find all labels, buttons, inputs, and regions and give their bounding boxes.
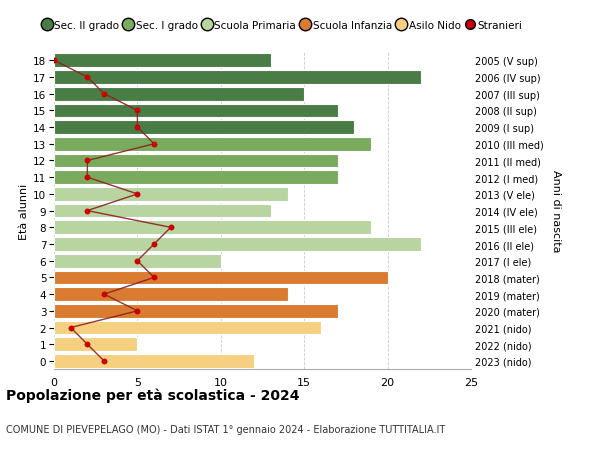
Bar bbox=[54, 288, 287, 301]
Bar bbox=[54, 338, 137, 351]
Point bbox=[149, 141, 159, 148]
Point bbox=[133, 308, 142, 315]
Point bbox=[49, 57, 59, 65]
Point bbox=[133, 107, 142, 115]
Text: COMUNE DI PIEVEPELAGO (MO) - Dati ISTAT 1° gennaio 2024 - Elaborazione TUTTITALI: COMUNE DI PIEVEPELAGO (MO) - Dati ISTAT … bbox=[6, 425, 445, 435]
Point bbox=[133, 257, 142, 265]
Point bbox=[149, 274, 159, 281]
Bar bbox=[54, 221, 371, 235]
Point bbox=[99, 91, 109, 98]
Point bbox=[83, 157, 92, 165]
Legend: Sec. II grado, Sec. I grado, Scuola Primaria, Scuola Infanzia, Asilo Nido, Stran: Sec. II grado, Sec. I grado, Scuola Prim… bbox=[38, 17, 526, 35]
Bar bbox=[54, 154, 338, 168]
Y-axis label: Anni di nascita: Anni di nascita bbox=[551, 170, 560, 252]
Bar bbox=[54, 71, 421, 84]
Bar bbox=[54, 354, 254, 368]
Point bbox=[66, 324, 76, 331]
Bar bbox=[54, 188, 287, 202]
Point bbox=[83, 174, 92, 181]
Point bbox=[99, 358, 109, 365]
Text: Popolazione per età scolastica - 2024: Popolazione per età scolastica - 2024 bbox=[6, 388, 299, 403]
Point bbox=[133, 124, 142, 131]
Bar bbox=[54, 304, 338, 318]
Bar bbox=[54, 104, 338, 118]
Bar bbox=[54, 121, 354, 134]
Point bbox=[99, 291, 109, 298]
Point bbox=[133, 191, 142, 198]
Bar bbox=[54, 238, 421, 252]
Bar bbox=[54, 321, 321, 335]
Point bbox=[83, 74, 92, 81]
Bar bbox=[54, 138, 371, 151]
Bar bbox=[54, 171, 338, 185]
Point bbox=[149, 241, 159, 248]
Bar bbox=[54, 204, 271, 218]
Bar bbox=[54, 88, 304, 101]
Bar bbox=[54, 54, 271, 68]
Y-axis label: Età alunni: Età alunni bbox=[19, 183, 29, 239]
Point bbox=[83, 207, 92, 215]
Point bbox=[83, 341, 92, 348]
Bar bbox=[54, 254, 221, 268]
Point bbox=[166, 224, 176, 231]
Bar bbox=[54, 271, 388, 285]
